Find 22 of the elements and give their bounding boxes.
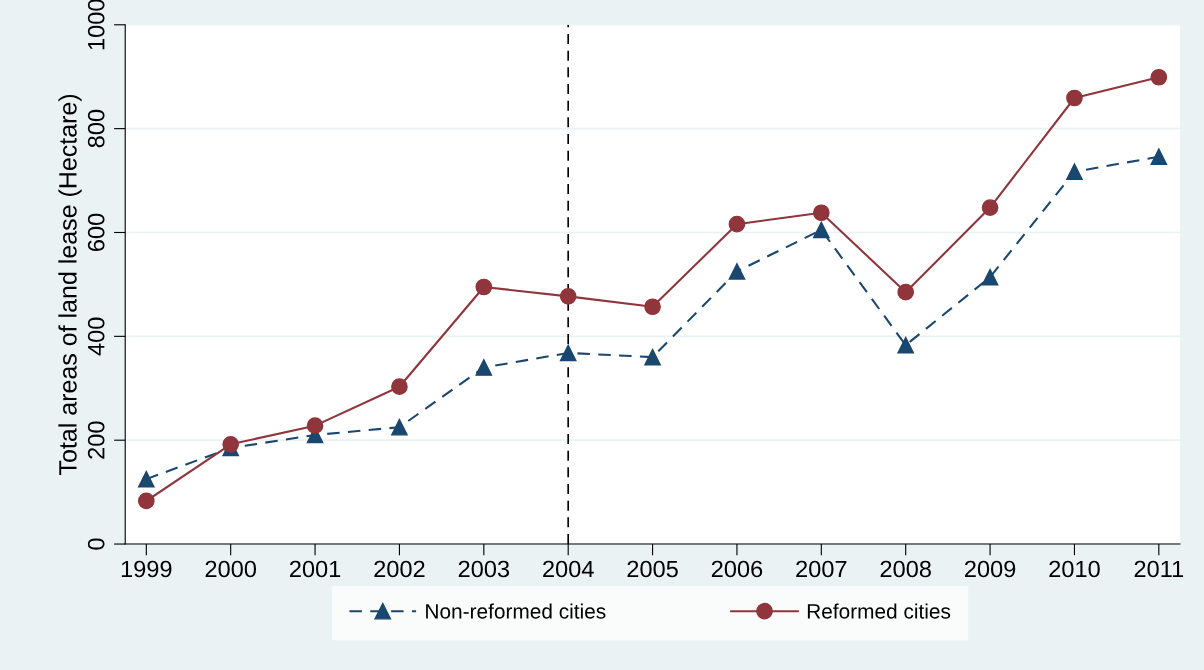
x-tick-label: 2005 — [627, 560, 678, 578]
x-tick-label: 2011 — [1134, 560, 1184, 578]
x-tick-label: 1999 — [121, 560, 172, 578]
x-tick-label: 2002 — [374, 560, 425, 578]
x-tick-label: 2010 — [1049, 560, 1100, 578]
x-tick-label: 2007 — [796, 560, 847, 578]
y-tick-label: 400 — [87, 317, 105, 356]
y-tick-label: 1000 — [87, 0, 105, 50]
y-tick-label: 600 — [87, 213, 105, 251]
x-tick-label: 2009 — [965, 560, 1016, 578]
y-axis-title: Total areas of land lease (Hectare) — [58, 94, 82, 475]
legend-label: Reformed cities — [807, 603, 951, 619]
x-tick-label: 2000 — [205, 560, 257, 578]
y-tick-label: 200 — [87, 421, 105, 459]
x-tick-label: 2008 — [880, 560, 931, 578]
x-tick-label: 2004 — [543, 560, 594, 578]
legend-label: Non-reformed cities — [426, 603, 606, 619]
y-tick-label: 0 — [87, 538, 105, 550]
x-tick-label: 2003 — [458, 560, 510, 578]
x-tick-label: 2006 — [711, 560, 763, 578]
y-tick-label: 800 — [87, 109, 105, 148]
x-tick-label: 2001 — [289, 560, 341, 578]
